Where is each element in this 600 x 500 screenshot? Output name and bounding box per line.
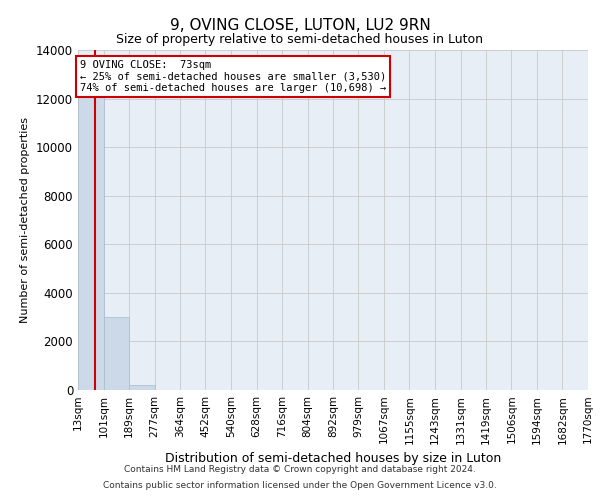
Y-axis label: Number of semi-detached properties: Number of semi-detached properties bbox=[20, 117, 31, 323]
Text: Size of property relative to semi-detached houses in Luton: Size of property relative to semi-detach… bbox=[116, 32, 484, 46]
Text: 9 OVING CLOSE:  73sqm
← 25% of semi-detached houses are smaller (3,530)
74% of s: 9 OVING CLOSE: 73sqm ← 25% of semi-detac… bbox=[80, 60, 386, 93]
X-axis label: Distribution of semi-detached houses by size in Luton: Distribution of semi-detached houses by … bbox=[165, 452, 501, 465]
Text: 9, OVING CLOSE, LUTON, LU2 9RN: 9, OVING CLOSE, LUTON, LU2 9RN bbox=[170, 18, 430, 32]
Bar bbox=[78, 62, 104, 390]
Text: Contains HM Land Registry data © Crown copyright and database right 2024.: Contains HM Land Registry data © Crown c… bbox=[124, 466, 476, 474]
Bar bbox=[104, 317, 129, 390]
Text: Contains public sector information licensed under the Open Government Licence v3: Contains public sector information licen… bbox=[103, 480, 497, 490]
Bar bbox=[129, 385, 155, 390]
